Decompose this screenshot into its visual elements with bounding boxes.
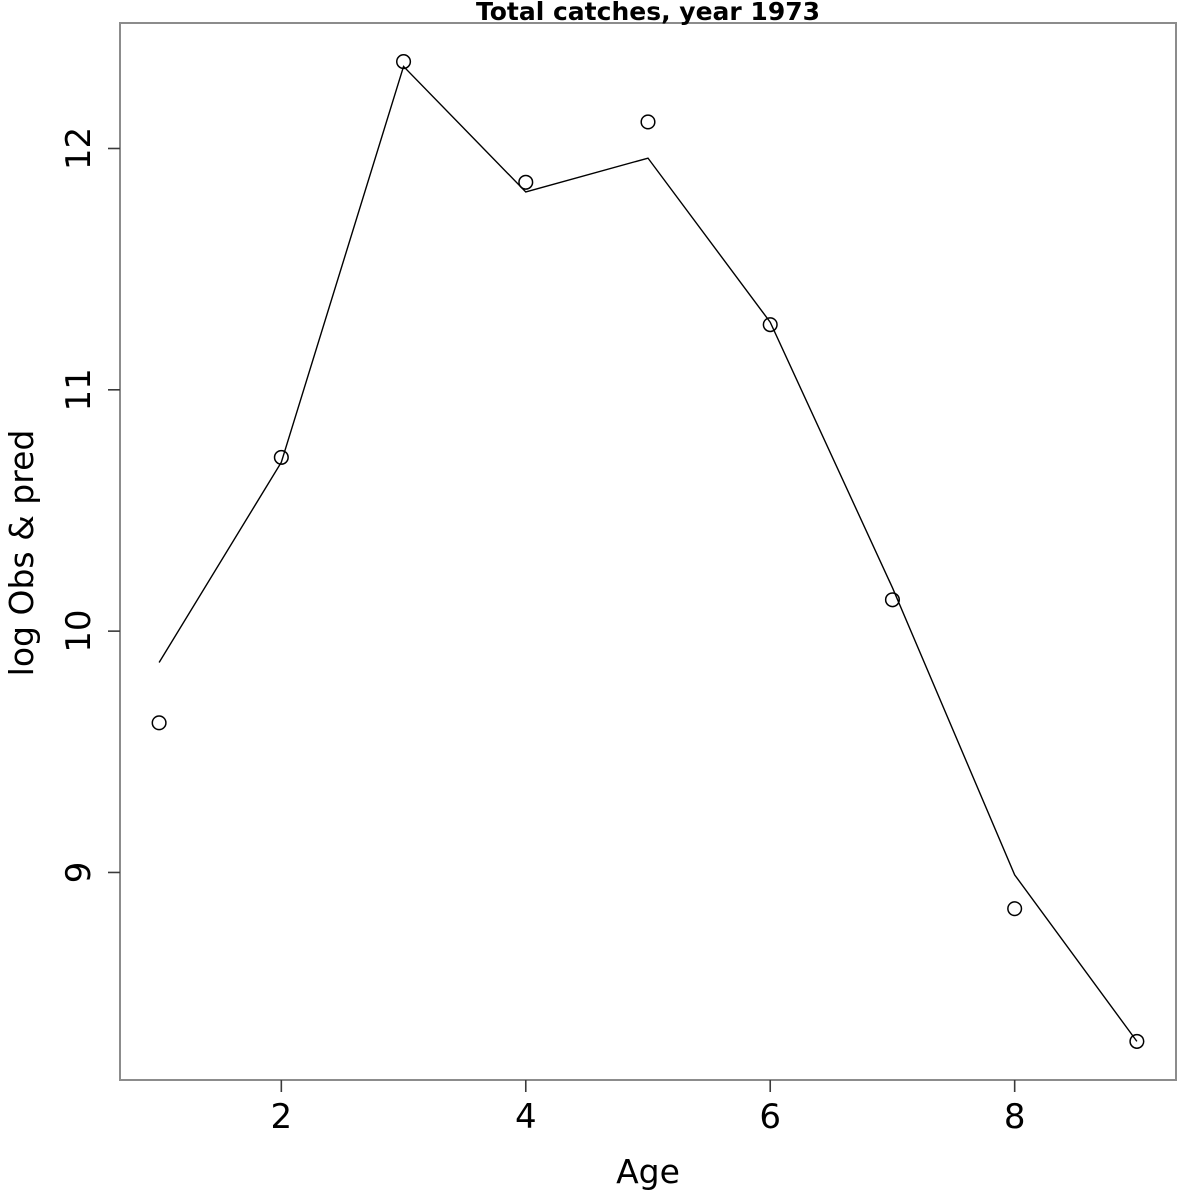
observed-point: [1007, 901, 1023, 917]
x-tick-label: 6: [759, 1097, 781, 1137]
x-tick-label: 4: [515, 1097, 537, 1137]
x-tick-label: 2: [271, 1097, 293, 1137]
observed-point: [1129, 1033, 1145, 1049]
observed-points: [151, 54, 1145, 1049]
observed-point: [884, 592, 900, 608]
plot-box: [119, 22, 1177, 1081]
observed-point: [518, 174, 534, 190]
observed-point: [762, 317, 778, 333]
y-axis-ticks: 9 10 11 12: [59, 127, 120, 883]
chart-title: Total catches, year 1973: [476, 0, 820, 26]
observed-point: [151, 715, 167, 731]
x-axis-label: Age: [616, 1152, 680, 1191]
y-tick-label: 10: [59, 610, 99, 653]
y-tick-label: 11: [59, 368, 99, 411]
observed-point: [396, 54, 412, 70]
predicted-line: [158, 65, 1138, 1042]
y-axis-label: log Obs & pred: [2, 430, 41, 677]
y-tick-label: 12: [59, 127, 99, 170]
x-axis-ticks: 2 4 6 8: [271, 1080, 1026, 1137]
observed-point: [273, 449, 289, 465]
y-tick-label: 9: [59, 862, 99, 884]
x-tick-label: 8: [1004, 1097, 1026, 1137]
observed-point: [640, 114, 656, 130]
